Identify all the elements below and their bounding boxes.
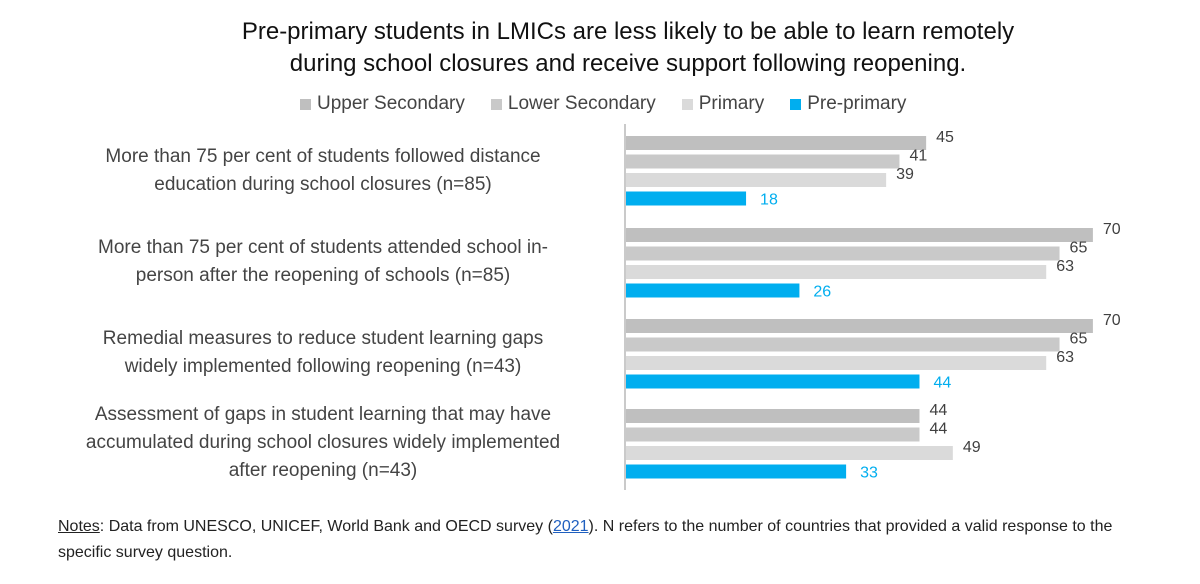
bar-2-0	[626, 319, 1093, 333]
category-label-1-line-1: person after the reopening of schools (n…	[135, 265, 511, 286]
value-label-3-1: 44	[929, 421, 947, 438]
bar-2-1	[626, 337, 1060, 352]
value-label-3-0: 44	[929, 402, 947, 419]
category-label-2-line-1: widely implemented following reopening (…	[124, 356, 522, 377]
value-label-1-3: 26	[813, 284, 831, 301]
legend-swatch-1	[490, 98, 502, 110]
legend-item-2: Primary	[681, 92, 765, 116]
value-label-3-3: 33	[860, 465, 878, 482]
chart-title-line-2: during school closures and receive suppo…	[289, 50, 967, 77]
notes-text-after: ). N refers to the number of countries t…	[58, 518, 1113, 561]
category-label-1: More than 75 per cent of students attend…	[43, 234, 603, 290]
bar-3-3	[626, 464, 847, 479]
value-label-3-2: 49	[963, 439, 981, 456]
bar-0-3	[626, 191, 747, 206]
chart-title-line-1: Pre-primary students in LMICs are less l…	[241, 18, 1015, 45]
bar-2-3	[626, 374, 920, 389]
notes-label: Notes	[58, 518, 100, 535]
value-label-1-1: 65	[1070, 240, 1088, 257]
notes-text-before: : Data from UNESCO, UNICEF, World Bank a…	[99, 518, 553, 535]
category-label-1-line-0: More than 75 per cent of students attend…	[98, 237, 548, 258]
notes: Notes: Data from UNESCO, UNICEF, World B…	[58, 514, 1168, 566]
value-label-0-2: 39	[896, 166, 914, 183]
notes-source-link[interactable]: 2021	[552, 518, 589, 535]
category-label-3: Assessment of gaps in student learning t…	[43, 401, 603, 485]
legend-label-2: Primary	[698, 93, 765, 114]
value-label-0-0: 45	[936, 129, 954, 146]
bar-3-0	[626, 409, 920, 423]
category-label-2-line-0: Remedial measures to reduce student lear…	[102, 328, 544, 349]
legend-item-0: Upper Secondary	[300, 92, 465, 116]
value-label-0-1: 41	[909, 148, 927, 165]
legend-swatch-3	[790, 98, 802, 110]
bar-1-3	[626, 283, 800, 298]
legend-label-1: Lower Secondary	[507, 93, 656, 114]
legend-label-0: Upper Secondary	[317, 93, 465, 114]
bar-3-2	[626, 446, 953, 460]
legend-swatch-0	[300, 98, 311, 110]
bar-0-2	[626, 173, 887, 187]
category-label-0: More than 75 per cent of students follow…	[43, 143, 603, 199]
category-label-0-line-0: More than 75 per cent of students follow…	[105, 146, 541, 167]
legend: Upper Secondary Lower Secondary Primary Pre…	[300, 92, 906, 116]
legend-label-3: Pre-primary	[807, 93, 907, 114]
chart-title: Pre-primary students in LMICs are less l…	[0, 16, 1200, 80]
value-label-2-1: 65	[1070, 331, 1088, 348]
category-label-3-line-1: accumulated during school closures widel…	[85, 432, 561, 453]
bar-0-1	[626, 154, 900, 169]
bar-1-0	[626, 228, 1093, 242]
value-label-2-3: 44	[933, 375, 951, 392]
category-label-3-line-0: Assessment of gaps in student learning t…	[94, 404, 552, 425]
value-label-2-2: 63	[1056, 349, 1074, 366]
value-label-0-3: 18	[760, 192, 778, 209]
category-label-2: Remedial measures to reduce student lear…	[43, 325, 603, 381]
bar-1-1	[626, 246, 1060, 261]
legend-swatch-2	[681, 98, 693, 110]
value-label-1-2: 63	[1056, 258, 1074, 275]
legend-item-3: Pre-primary	[790, 92, 906, 116]
legend-item-1: Lower Secondary	[490, 92, 656, 116]
bar-3-1	[626, 427, 920, 442]
category-label-0-line-1: education during school closures (n=85)	[154, 174, 492, 195]
bar-2-2	[626, 356, 1047, 370]
value-label-1-0: 70	[1103, 221, 1121, 238]
category-label-3-line-2: after reopening (n=43)	[228, 460, 418, 481]
bar-1-2	[626, 265, 1047, 279]
bar-0-0	[626, 136, 927, 150]
value-label-2-0: 70	[1103, 312, 1121, 329]
